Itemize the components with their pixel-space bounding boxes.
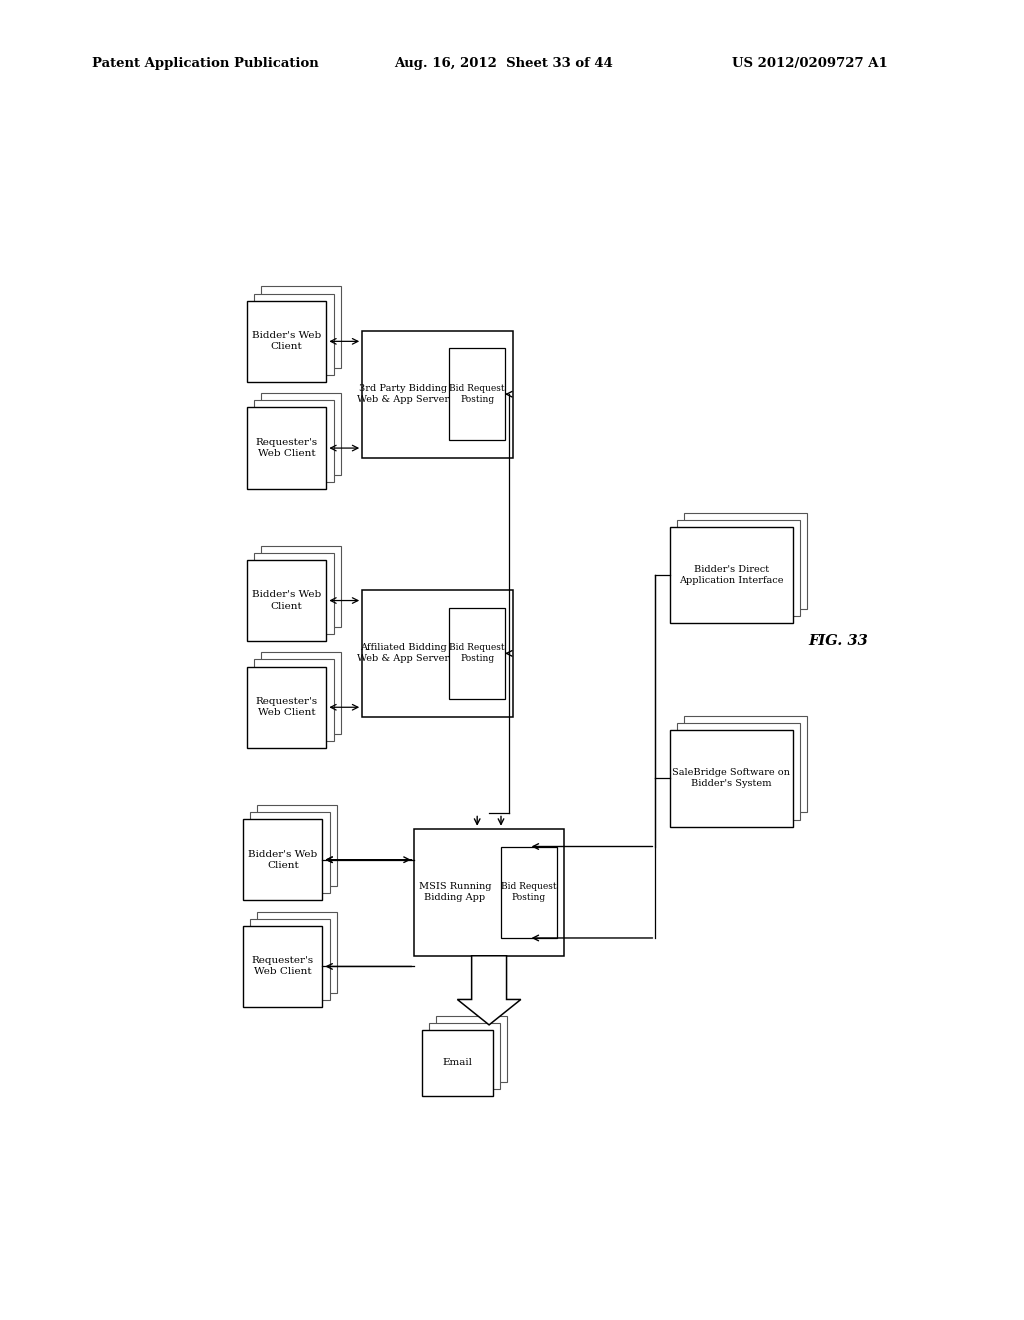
Bar [677,520,800,616]
Bar [261,545,341,627]
Text: Bidder's Direct
Application Interface: Bidder's Direct Application Interface [679,565,783,585]
Bar [261,286,341,368]
Text: 3rd Party Bidding
Web & App Server: 3rd Party Bidding Web & App Server [357,384,450,404]
Bar [362,331,513,458]
Text: Email: Email [442,1059,472,1068]
Bar [261,652,341,734]
Bar [450,607,505,700]
Bar [677,723,800,820]
Bar [254,400,334,482]
Bar [450,348,505,440]
Text: Bidder's Web
Client: Bidder's Web Client [248,850,317,870]
Bar [670,730,793,826]
Text: MSIS Running
Bidding App: MSIS Running Bidding App [419,882,492,903]
Text: Affiliated Bidding
Web & App Server: Affiliated Bidding Web & App Server [357,643,450,664]
Text: Bidder's Web
Client: Bidder's Web Client [252,331,322,351]
Bar [422,1030,494,1096]
Bar [254,660,334,741]
Bar [247,408,327,488]
Bar [250,812,330,894]
Bar [684,715,807,812]
Bar [247,560,327,642]
Text: Bidder's Web
Client: Bidder's Web Client [252,590,322,611]
Bar [243,925,323,1007]
Text: Bid Request
Posting: Bid Request Posting [501,882,556,903]
Bar [247,301,327,381]
Bar [414,829,564,956]
Text: Requester's
Web Client: Requester's Web Client [256,438,317,458]
Bar [257,912,337,993]
Bar [501,846,557,939]
Polygon shape [458,956,521,1024]
Text: Requester's
Web Client: Requester's Web Client [252,957,313,977]
Bar [247,667,327,748]
Bar [362,590,513,717]
Text: SaleBridge Software on
Bidder's System: SaleBridge Software on Bidder's System [672,768,791,788]
Text: Patent Application Publication: Patent Application Publication [92,57,318,70]
Bar [670,527,793,623]
Text: Bid Request
Posting: Bid Request Posting [450,643,505,664]
Bar [254,293,334,375]
Bar [254,553,334,634]
Bar [436,1015,507,1082]
Text: FIG. 33: FIG. 33 [808,634,868,648]
Text: Aug. 16, 2012  Sheet 33 of 44: Aug. 16, 2012 Sheet 33 of 44 [394,57,613,70]
Text: Bid Request
Posting: Bid Request Posting [450,384,505,404]
Bar [257,805,337,886]
Bar [429,1023,500,1089]
Bar [261,393,341,474]
Text: US 2012/0209727 A1: US 2012/0209727 A1 [732,57,888,70]
Bar [243,818,323,900]
Text: Requester's
Web Client: Requester's Web Client [256,697,317,717]
Bar [250,919,330,1001]
Bar [684,512,807,609]
